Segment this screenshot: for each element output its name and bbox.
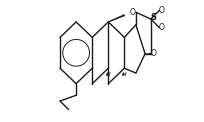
Text: O: O: [159, 6, 165, 15]
Text: O: O: [130, 8, 136, 17]
Text: H: H: [122, 72, 127, 77]
Text: S: S: [150, 13, 156, 22]
Text: O: O: [159, 23, 165, 32]
Polygon shape: [108, 14, 125, 22]
Text: O: O: [151, 49, 156, 58]
Text: H: H: [106, 72, 111, 77]
Polygon shape: [145, 53, 151, 55]
